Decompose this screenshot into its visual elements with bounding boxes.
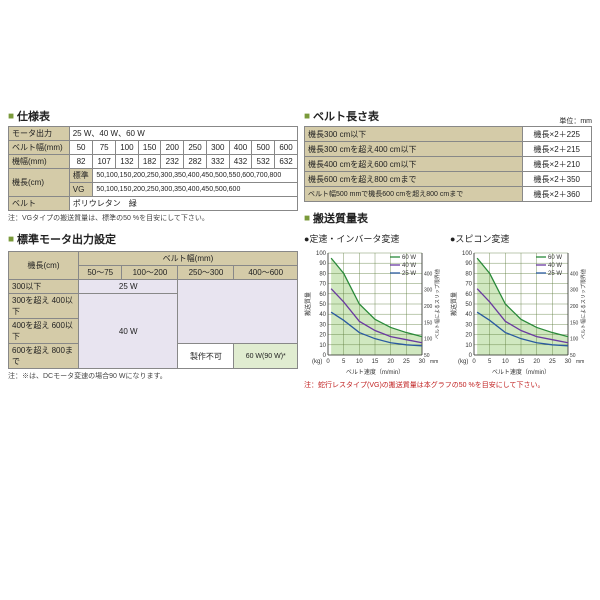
svg-text:200: 200 — [424, 304, 433, 310]
spec-table: モータ出力25 W、40 W、60 W ベルト幅(mm) 50751001502… — [8, 126, 298, 211]
svg-text:ベルト速度（m/min）: ベルト速度（m/min） — [346, 368, 404, 376]
spec-title: ■仕様表 — [8, 108, 298, 124]
svg-text:80: 80 — [319, 271, 326, 277]
svg-text:20: 20 — [387, 359, 394, 365]
svg-text:50: 50 — [424, 353, 430, 359]
svg-text:60: 60 — [465, 292, 472, 298]
svg-text:400: 400 — [570, 271, 579, 277]
length-unit: 単位：mm — [559, 116, 592, 126]
svg-text:10: 10 — [319, 343, 326, 349]
svg-text:10: 10 — [356, 359, 363, 365]
svg-text:(kg): (kg) — [312, 359, 322, 365]
svg-text:400: 400 — [424, 271, 433, 277]
conveying-note: 注：蛇行レスタイプ(VG)の搬送質量は本グラフの50 %を目安にして下さい。 — [304, 380, 592, 390]
svg-text:60 W: 60 W — [402, 255, 416, 261]
svg-text:10: 10 — [465, 343, 472, 349]
svg-text:70: 70 — [465, 282, 472, 288]
svg-text:25 W: 25 W — [402, 271, 416, 277]
chart-1: ●定速・インバータ変速 0510152025300102030405060708… — [304, 232, 446, 377]
motor-title: ■標準モータ出力設定 — [8, 231, 298, 247]
svg-text:0: 0 — [326, 359, 330, 365]
svg-text:200: 200 — [570, 304, 579, 310]
svg-text:20: 20 — [465, 333, 472, 339]
svg-text:搬送質量: 搬送質量 — [304, 292, 312, 316]
svg-text:(kg): (kg) — [458, 359, 468, 365]
spec-note: 注：VGタイプの搬送質量は、標準の50 %を目安にして下さい。 — [8, 213, 298, 223]
svg-text:80: 80 — [465, 271, 472, 277]
svg-text:20: 20 — [533, 359, 540, 365]
svg-text:100: 100 — [570, 337, 579, 343]
svg-text:15: 15 — [372, 359, 379, 365]
svg-text:90: 90 — [319, 261, 326, 267]
svg-text:40: 40 — [319, 312, 326, 318]
svg-text:0: 0 — [472, 359, 476, 365]
svg-text:15: 15 — [518, 359, 525, 365]
svg-text:搬送質量: 搬送質量 — [450, 292, 458, 316]
svg-text:90: 90 — [465, 261, 472, 267]
conveying-title: ■搬送質量表 — [304, 210, 592, 226]
svg-text:50: 50 — [319, 302, 326, 308]
chart-2: ●スピコン変速 05101520253001020304050607080901… — [450, 232, 592, 377]
svg-text:300: 300 — [570, 288, 579, 294]
svg-text:5: 5 — [342, 359, 346, 365]
svg-text:mm: mm — [576, 359, 584, 365]
svg-text:40 W: 40 W — [548, 263, 562, 269]
svg-text:60: 60 — [319, 292, 326, 298]
svg-text:30: 30 — [565, 359, 572, 365]
svg-text:5: 5 — [488, 359, 492, 365]
svg-text:40: 40 — [465, 312, 472, 318]
svg-text:ベルト幅によるスリップ限界値: ベルト幅によるスリップ限界値 — [434, 269, 441, 339]
svg-text:100: 100 — [424, 337, 433, 343]
svg-text:10: 10 — [502, 359, 509, 365]
svg-text:20: 20 — [319, 333, 326, 339]
svg-text:30: 30 — [419, 359, 426, 365]
svg-text:25 W: 25 W — [548, 271, 562, 277]
svg-text:100: 100 — [316, 251, 327, 257]
svg-text:70: 70 — [319, 282, 326, 288]
svg-text:ベルト幅によるスリップ限界値: ベルト幅によるスリップ限界値 — [580, 269, 587, 339]
svg-text:50: 50 — [465, 302, 472, 308]
length-table: 機長300 cm以下機長×2＋225 機長300 cmを超え400 cm以下機長… — [304, 126, 592, 202]
svg-text:40 W: 40 W — [402, 263, 416, 269]
svg-text:60 W: 60 W — [548, 255, 562, 261]
svg-text:100: 100 — [462, 251, 473, 257]
motor-note: 注：※は、DCモータ変速の場合90 Wになります。 — [8, 371, 298, 381]
svg-text:300: 300 — [424, 288, 433, 294]
svg-text:50: 50 — [570, 353, 576, 359]
motor-table: 機長(cm)ベルト幅(mm) 50～75100～200250～300400～60… — [8, 251, 298, 369]
svg-text:30: 30 — [465, 322, 472, 328]
svg-text:25: 25 — [549, 359, 556, 365]
svg-text:ベルト速度（m/min）: ベルト速度（m/min） — [492, 368, 550, 376]
svg-text:150: 150 — [570, 320, 579, 326]
length-title: ■ベルト長さ表 — [304, 108, 379, 124]
svg-text:25: 25 — [403, 359, 410, 365]
svg-text:30: 30 — [319, 322, 326, 328]
svg-text:150: 150 — [424, 320, 433, 326]
svg-text:mm: mm — [430, 359, 438, 365]
